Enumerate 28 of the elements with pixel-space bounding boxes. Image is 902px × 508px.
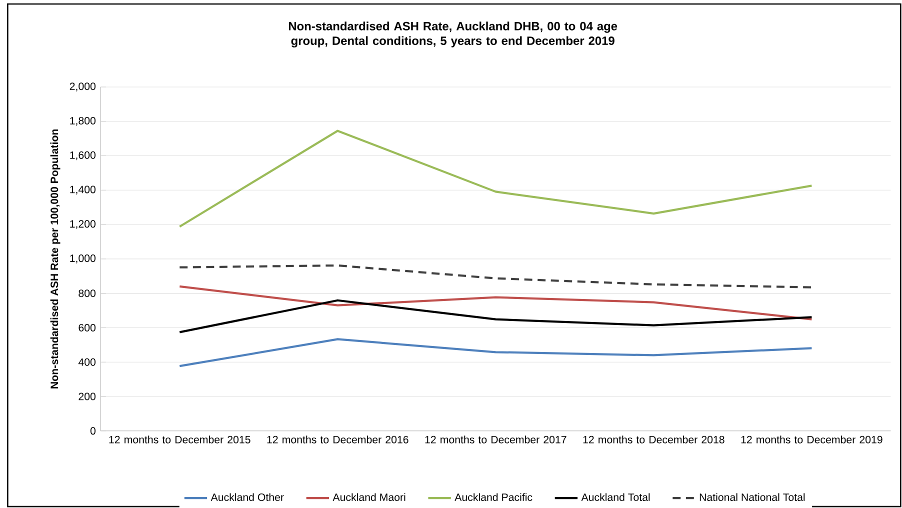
y-tick-label: 600 <box>78 324 96 332</box>
y-tick-label: 200 <box>78 392 96 400</box>
y-tick-label: 1,600 <box>70 151 96 160</box>
y-tick-label: 800 <box>78 290 96 298</box>
y-axis-title: Non-standardised ASH Rate per 100,000 Population <box>50 129 60 388</box>
x-tick-label: 12 months to December 2019 <box>741 436 882 444</box>
y-tick-label: 2,000 <box>70 82 96 92</box>
line-series <box>178 264 813 288</box>
line-series <box>178 299 813 334</box>
chart-title: Non-standardised ASH Rate, Auckland DHB, 00 to 04 age group, Dental conditions, 5 years to end December 2019 <box>288 22 618 48</box>
y-tick-label: 1,200 <box>70 220 96 229</box>
y-tick-label: 1,000 <box>70 254 96 264</box>
y-tick-label: 0 <box>90 427 96 435</box>
line-series <box>178 338 813 368</box>
line-series <box>178 130 813 228</box>
y-tick-label: 1,400 <box>70 186 96 195</box>
y-tick-label: 1,800 <box>70 117 96 126</box>
legend-label: Auckland Pacific <box>454 493 532 502</box>
legend-label: Auckland Maori <box>332 493 406 502</box>
line-series <box>178 285 813 320</box>
x-tick-label: 12 months to December 2017 <box>425 436 566 444</box>
legend-label: Auckland Total <box>581 493 650 502</box>
x-tick-label: 12 months to December 2015 <box>109 436 250 444</box>
x-tick-label: 12 months to December 2016 <box>267 436 408 444</box>
y-tick-label: 400 <box>78 358 96 366</box>
legend-label: National National Total <box>700 493 805 502</box>
legend-label: Auckland Other <box>210 493 284 502</box>
x-tick-label: 12 months to December 2018 <box>583 436 724 444</box>
